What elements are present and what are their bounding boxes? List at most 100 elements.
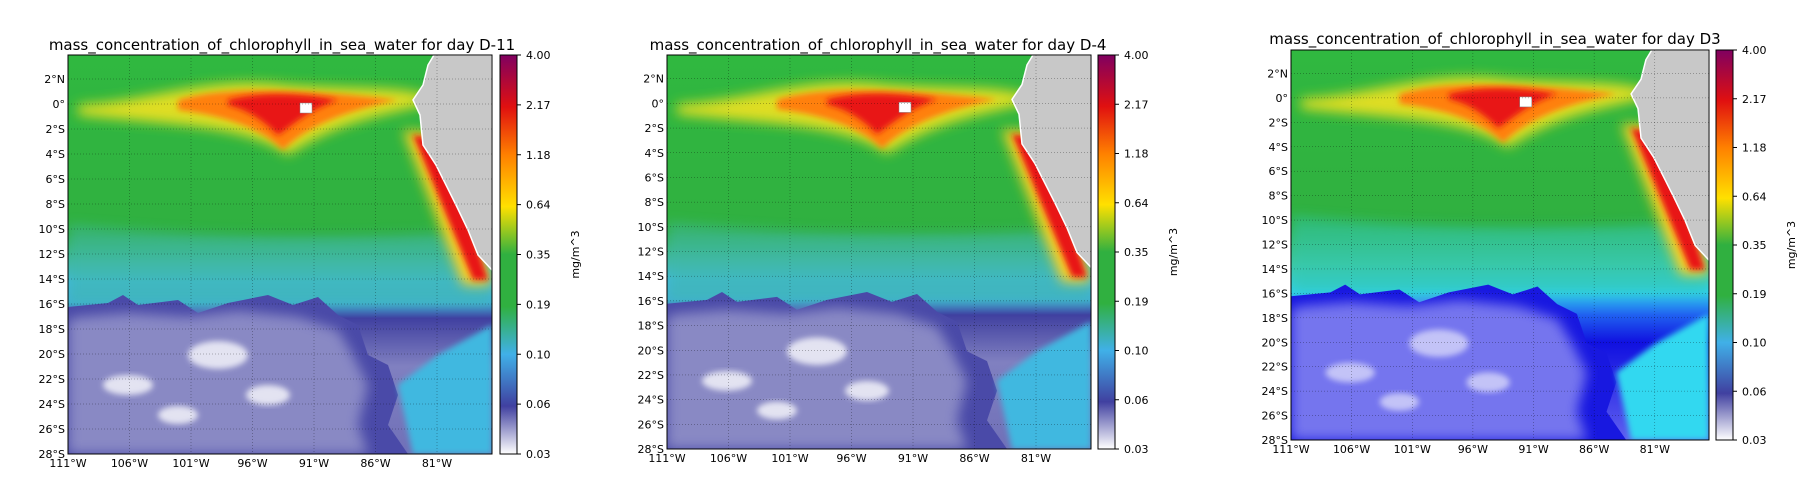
colorbar-ramp	[499, 54, 518, 455]
lon-tick-label: 106°W	[111, 457, 148, 470]
land-mask	[1630, 50, 1709, 262]
colorbar-tick-label: 0.06	[1742, 385, 1767, 398]
colorbar-tick-label: 0.19	[526, 298, 551, 311]
lat-tick-label: 2°N	[44, 73, 65, 86]
map-area	[68, 55, 492, 454]
colorbar-tick-label: 0.03	[1742, 434, 1767, 447]
colorbar-tick-label: 2.17	[526, 99, 551, 112]
lon-tick-label: 96°W	[836, 452, 866, 465]
coastal-upwelling	[1002, 129, 1091, 283]
lat-tick-label: 10°S	[1262, 214, 1288, 227]
lat-tick-label: 12°S	[638, 246, 664, 259]
lat-tick-label: 0°	[652, 97, 665, 110]
lat-tick-label: 2°S	[645, 122, 664, 135]
lat-tick-label: 22°S	[1262, 361, 1288, 374]
colorbar-tick-label: 1.18	[526, 149, 551, 162]
island-mask	[1519, 96, 1532, 108]
lon-tick-label: 81°W	[422, 457, 452, 470]
lon-tick-label: 86°W	[959, 452, 989, 465]
land-mask	[412, 55, 492, 272]
land-mask	[1011, 55, 1091, 269]
map-panel-d-4: 2°N 0° 2°S 4°S 6°S 8°S 10°S 12°S 14°S 16°S 18°S 20°…	[638, 36, 1180, 465]
island-mask	[299, 102, 313, 114]
map-area	[1291, 50, 1709, 440]
lat-tick-label: 6°S	[1269, 165, 1288, 178]
lon-tick-label: 91°W	[299, 457, 329, 470]
lon-tick-label: 86°W	[1579, 443, 1609, 456]
lat-tick-label: 18°S	[1262, 312, 1288, 325]
lat-tick-label: 24°S	[39, 398, 65, 411]
map-panel-d3: 2°N 0° 2°S 4°S 6°S 8°S 10°S 12°S 14°S 16°S 18°S 20°…	[1262, 30, 1798, 456]
map-title: mass_concentration_of_chlorophyll_in_sea…	[1269, 30, 1720, 49]
map-frame	[1290, 49, 1710, 441]
lat-tick-label: 28°S	[1262, 434, 1288, 447]
lat-tick-label: 20°S	[638, 344, 664, 357]
lat-tick-label: 24°S	[1262, 385, 1288, 398]
lat-tick-label: 16°S	[39, 298, 65, 311]
lat-tick-label: 4°S	[1269, 141, 1288, 154]
colorbar: 4.00 2.17 1.18 0.64 0.35 0.19 0.10 0.06 0.03 mg/m…	[1715, 44, 1798, 447]
colorbar-ramp	[1715, 49, 1734, 441]
colorbar-tick-label: 0.64	[1124, 197, 1149, 210]
colorbar-ramp	[1097, 54, 1116, 450]
lat-tick-label: 10°S	[39, 223, 65, 236]
lat-tick-label: 8°S	[645, 196, 664, 209]
lat-tick-label: 16°S	[1262, 287, 1288, 300]
lat-tick-label: 14°S	[1262, 263, 1288, 276]
colorbar-unit-label: mg/m^3	[1167, 228, 1180, 276]
coastal-upwelling	[1621, 123, 1709, 275]
lat-tick-label: 2°S	[46, 123, 65, 136]
colorbar-tick-label: 0.64	[1742, 190, 1767, 203]
lon-tick-label: 106°W	[710, 452, 747, 465]
lat-tick-label: 20°S	[1262, 336, 1288, 349]
colorbar-tick-label: 0.35	[526, 249, 551, 262]
lat-tick-label: 14°S	[638, 270, 664, 283]
lat-tick-label: 26°S	[638, 418, 664, 431]
lat-tick-label: 2°N	[643, 73, 664, 86]
colorbar: 4.00 2.17 1.18 0.64 0.35 0.19 0.10 0.06 0.03 mg/m…	[499, 49, 582, 461]
colorbar-tick-label: 4.00	[526, 49, 551, 62]
lon-tick-label: 101°W	[1394, 443, 1431, 456]
colorbar-tick-label: 0.19	[1124, 295, 1149, 308]
lat-tick-label: 8°S	[46, 198, 65, 211]
colorbar-unit-label: mg/m^3	[1785, 221, 1798, 269]
lon-tick-label: 106°W	[1333, 443, 1370, 456]
lon-tick-label: 111°W	[49, 457, 86, 470]
colorbar-tick-label: 0.10	[526, 348, 551, 361]
lat-tick-label: 20°S	[39, 348, 65, 361]
lon-tick-label: 111°W	[1272, 443, 1309, 456]
colorbar-tick-label: 0.10	[1742, 337, 1767, 350]
lon-tick-label: 91°W	[1518, 443, 1548, 456]
lat-tick-label: 26°S	[1262, 410, 1288, 423]
lat-tick-label: 12°S	[1262, 239, 1288, 252]
lon-tick-label: 111°W	[648, 452, 685, 465]
map-title: mass_concentration_of_chlorophyll_in_sea…	[49, 36, 515, 55]
lat-tick-label: 0°	[1276, 92, 1289, 105]
map-frame	[67, 54, 493, 455]
colorbar-tick-label: 4.00	[1124, 49, 1149, 62]
lon-tick-label: 86°W	[360, 457, 390, 470]
lat-tick-label: 12°S	[39, 248, 65, 261]
lat-tick-label: 8°S	[1269, 190, 1288, 203]
coastal-upwelling	[403, 130, 492, 285]
lon-tick-label: 91°W	[898, 452, 928, 465]
lat-tick-label: 6°S	[46, 173, 65, 186]
colorbar-tick-label: 0.64	[526, 199, 551, 212]
colorbar-tick-label: 0.03	[526, 448, 551, 461]
lat-tick-label: 4°S	[46, 148, 65, 161]
lat-tick-label: 22°S	[638, 369, 664, 382]
colorbar-tick-label: 0.10	[1124, 345, 1149, 358]
lat-tick-label: 24°S	[638, 394, 664, 407]
map-frame	[666, 54, 1092, 450]
colorbar-tick-label: 1.18	[1742, 142, 1767, 155]
lon-tick-label: 96°W	[1458, 443, 1488, 456]
lon-tick-label: 101°W	[771, 452, 808, 465]
lat-tick-label: 18°S	[638, 320, 664, 333]
lat-tick-label: 4°S	[645, 147, 664, 160]
colorbar-tick-label: 0.35	[1124, 246, 1149, 259]
colorbar-tick-label: 0.06	[526, 398, 551, 411]
lat-tick-label: 28°S	[39, 448, 65, 461]
lon-tick-label: 81°W	[1640, 443, 1670, 456]
colorbar-tick-label: 0.19	[1742, 288, 1767, 301]
